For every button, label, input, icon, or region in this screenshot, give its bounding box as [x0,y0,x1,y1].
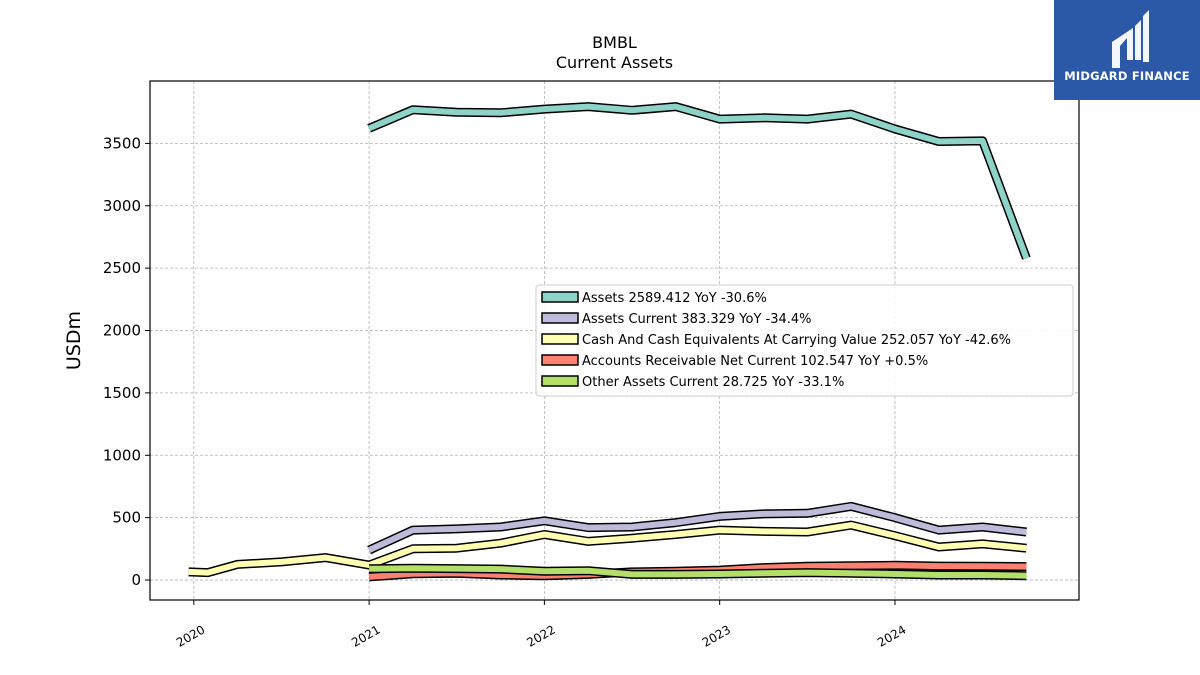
x-tick-label: 2021 [349,622,382,649]
legend-entry-1: Assets Current 383.329 YoY -34.4% [582,312,812,327]
legend-entry-2: Cash And Cash Equivalents At Carrying Va… [582,333,1011,348]
x-tick-label: 2024 [875,622,908,649]
y-axis-label: USDm [63,311,85,370]
series-line-4 [369,565,1027,579]
y-tick-label: 2500 [103,259,141,277]
legend-entry-3: Accounts Receivable Net Current 102.547 … [582,354,928,369]
x-tick-label: 2023 [700,622,733,649]
series-line-2 [188,522,1027,576]
chart-title: BMBL [592,33,637,52]
midgard-finance-logo: MIDGARD FINANCE [1054,0,1200,100]
legend-entry-0: Assets 2589.412 YoY -30.6% [582,291,767,306]
series-line-1 [367,503,1027,553]
plot-frame [149,80,1080,601]
series-outline-0 [367,102,1031,260]
legend-swatch-0 [541,291,579,303]
legend-swatch-1 [541,312,579,324]
y-tick-label: 0 [131,571,141,589]
logo-text: MIDGARD FINANCE [1064,69,1190,83]
logo-mark-icon [1112,10,1149,68]
chart-subtitle: Current Assets [556,53,673,72]
legend-swatch-4 [541,375,579,387]
y-tick-label: 500 [112,509,141,527]
y-tick-label: 3500 [103,134,141,152]
x-tick-label: 2020 [174,622,207,649]
legend-box [535,284,1074,397]
legend-entry-4: Other Assets Current 28.725 YoY -33.1% [582,375,844,390]
series-line-0 [367,103,1030,260]
y-tick-label: 3000 [103,197,141,215]
x-tick-label: 2022 [524,622,557,649]
legend-swatch-2 [541,333,579,345]
y-tick-label: 1500 [103,384,141,402]
y-tick-label: 1000 [103,446,141,464]
legend-swatch-3 [541,354,579,366]
y-tick-label: 2000 [103,322,141,340]
